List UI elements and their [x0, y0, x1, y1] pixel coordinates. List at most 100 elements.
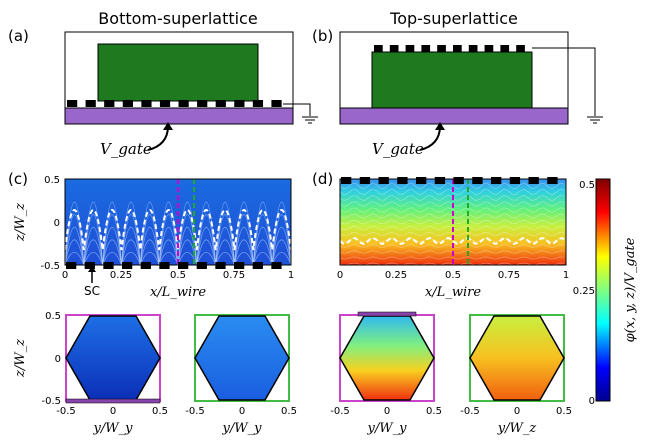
gate-label-b: V_gate — [372, 140, 424, 158]
panel-b-title: Top-superlattice — [389, 9, 518, 28]
gate-square — [341, 177, 352, 184]
gate-square — [416, 177, 427, 184]
gate-square — [104, 100, 115, 107]
top-gates-d — [341, 177, 558, 184]
gate-square — [453, 45, 462, 52]
c-yticks: 0.5 0 -0.5 — [40, 175, 60, 272]
gate-square — [509, 177, 521, 184]
cs4-xtick: 0.5 — [556, 406, 572, 417]
cs2-xtick: 0 — [239, 406, 245, 417]
gate-square — [528, 177, 539, 184]
substrate-b — [339, 107, 569, 125]
cross-section-4: -0.5 0 0.5 y/W_z — [460, 314, 572, 436]
contour-line — [339, 256, 565, 260]
contour-line — [339, 231, 565, 237]
c-xtick: 0.25 — [110, 270, 132, 281]
d-xtick: 0.25 — [385, 270, 407, 281]
colorbar-tick: 0.5 — [579, 180, 595, 191]
cs1-xlabel: y/W_y — [93, 421, 134, 436]
cs4-xtick: 0 — [514, 406, 520, 417]
panel-b: (b) Top-superlattice V_gate — [312, 9, 603, 158]
c-xtick: 1 — [288, 270, 294, 281]
cs2-xlabel: y/W_y — [222, 421, 263, 436]
gate-square — [252, 100, 264, 107]
gate-square — [500, 45, 510, 52]
gate-square — [378, 177, 389, 184]
panel-d: (d) 0 0.25 0.5 0.75 1 x/L_wire — [312, 170, 569, 300]
sc-label: SC — [84, 284, 100, 298]
ground-wire-b — [532, 47, 596, 116]
c-xtick: 0.75 — [223, 270, 245, 281]
gate-square — [67, 100, 78, 107]
gate-square — [491, 177, 502, 184]
wire-b — [371, 51, 533, 109]
panel-c: (c) 0.5 0 -0.5 z/W_z 0 0.25 0.5 0.75 1 x… — [8, 170, 294, 300]
substrate-a — [64, 107, 294, 125]
cs1-ytick: 0.5 — [45, 311, 61, 322]
c-ytick: 0 — [54, 218, 60, 229]
cs2-xtick: -0.5 — [185, 406, 205, 417]
gate-square — [141, 100, 152, 107]
colorbar-label: φ(x, y, z)/V_gate — [623, 237, 638, 342]
gate-square — [484, 45, 494, 52]
gate-square — [374, 45, 383, 52]
c-xtick: 0 — [62, 270, 68, 281]
contour-line — [339, 207, 565, 213]
hexagon-2 — [194, 315, 290, 401]
gate-square — [437, 45, 446, 52]
hexagon-1 — [65, 315, 161, 401]
gate-square — [434, 177, 446, 184]
gate-square — [359, 177, 371, 184]
panel-a-label: (a) — [8, 27, 29, 45]
gate-square — [159, 100, 171, 107]
superlattice-gates-a — [67, 100, 282, 107]
gate-square — [516, 45, 525, 52]
c-xlabel: x/L_wire — [150, 285, 206, 300]
gate-square — [472, 177, 483, 184]
d-xtick: 0 — [337, 270, 343, 281]
gate-square — [421, 45, 431, 52]
d-xlabel: x/L_wire — [425, 285, 481, 300]
cs3-xlabel: y/W_y — [367, 421, 408, 436]
cs2-xtick: 0.5 — [281, 406, 297, 417]
cross-section-2: -0.5 0 0.5 y/W_y — [185, 314, 297, 436]
sc-bar-3 — [357, 311, 417, 317]
cs4-xlabel: y/W_z — [497, 421, 537, 436]
fermi-level-contour-c — [64, 209, 292, 251]
gate-square — [468, 45, 478, 52]
gate-square — [405, 45, 415, 52]
gate-square — [122, 100, 133, 107]
c-ylabel: z/W_z — [13, 203, 28, 242]
colorbar-tick: 0.25 — [573, 286, 595, 297]
wire-a — [97, 43, 259, 102]
panel-a-title: Bottom-superlattice — [98, 9, 257, 28]
superlattice-gates-b — [374, 45, 525, 52]
gate-square — [397, 177, 408, 184]
colorbar: 0.5 0.25 0 φ(x, y, z)/V_gate — [573, 178, 638, 407]
gate-square — [234, 100, 245, 107]
gate-square — [197, 100, 208, 107]
cs3-xtick: 0 — [384, 406, 390, 417]
colorbar-gradient — [595, 178, 611, 402]
cs1-xtick: -0.5 — [56, 406, 76, 417]
c-xticks: 0 0.25 0.5 0.75 1 — [62, 270, 294, 281]
gate-label-a: V_gate — [100, 140, 152, 158]
cs-ylabel: z/W_z — [13, 339, 28, 378]
gate-square — [389, 45, 399, 52]
gate-square — [215, 100, 226, 107]
panel-c-label: (c) — [8, 170, 28, 188]
d-xtick: 1 — [563, 270, 569, 281]
gate-square — [85, 100, 96, 107]
panel-d-label: (d) — [312, 170, 333, 188]
contour-line — [339, 182, 565, 190]
cross-section-1: 0.5 0 -0.5 z/W_z -0.5 0 0.5 y/W_y — [13, 311, 168, 436]
c-ytick: 0.5 — [44, 175, 60, 186]
colorbar-tick: 0 — [589, 396, 595, 407]
cs1-ytick: -0.5 — [41, 396, 61, 407]
d-xtick: 0.75 — [498, 270, 520, 281]
cs1-xtick: 0.5 — [152, 406, 168, 417]
cs1-xtick: 0 — [110, 406, 116, 417]
sc-bar-1 — [65, 398, 161, 404]
cs1-ytick: 0 — [55, 354, 61, 365]
